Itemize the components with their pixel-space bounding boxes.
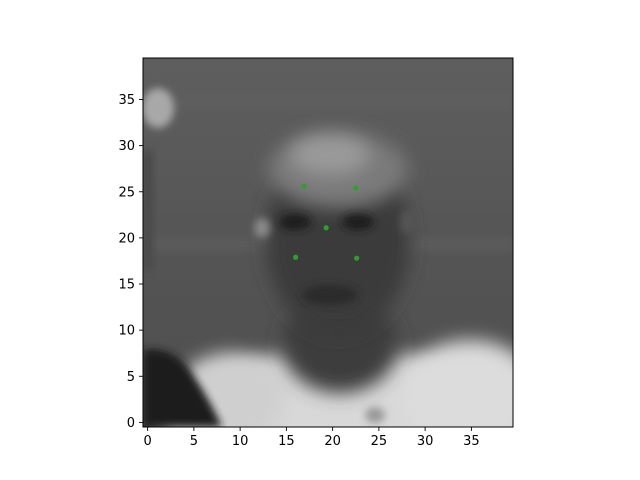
- landmark-point: [353, 185, 359, 191]
- x-tick-label: 25: [371, 434, 388, 449]
- y-tick-label: 30: [118, 139, 135, 154]
- landmark-point: [323, 225, 329, 231]
- landmark-markers: [293, 183, 360, 261]
- y-tick-label: 15: [118, 278, 135, 293]
- y-axis-ticks: 0 5 10 15 20 25 30 35: [118, 93, 143, 431]
- landmark-point: [301, 183, 307, 189]
- y-tick-label: 0: [127, 416, 135, 431]
- face-image: [143, 58, 513, 427]
- x-tick-label: 15: [278, 434, 295, 449]
- x-tick-label: 0: [143, 434, 151, 449]
- x-axis-ticks: 0 5 10 15 20 25 30 35: [143, 427, 480, 449]
- x-tick-label: 10: [232, 434, 249, 449]
- y-tick-label: 20: [118, 231, 135, 246]
- x-tick-label: 35: [463, 434, 480, 449]
- x-tick-label: 20: [324, 434, 341, 449]
- x-tick-label: 30: [417, 434, 434, 449]
- y-tick-label: 25: [118, 185, 135, 200]
- y-tick-label: 5: [127, 370, 135, 385]
- landmark-point: [293, 254, 299, 260]
- axes-frame: [142, 57, 514, 428]
- y-tick-label: 10: [118, 324, 135, 339]
- x-tick-label: 5: [190, 434, 198, 449]
- y-tick-label: 35: [118, 93, 135, 108]
- landmark-point: [354, 255, 360, 261]
